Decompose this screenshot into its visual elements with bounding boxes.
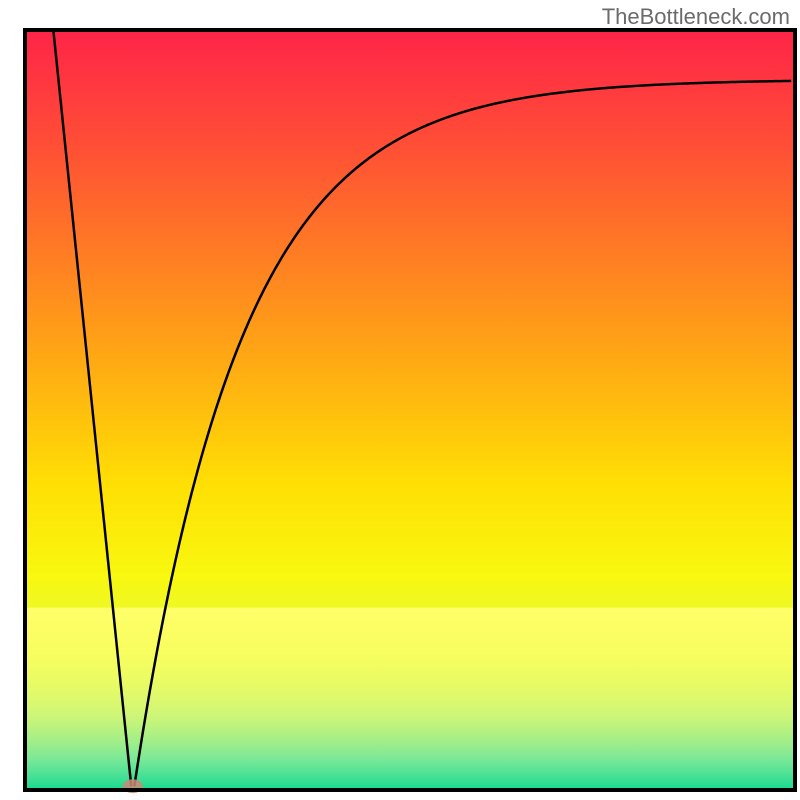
bottleneck-chart [0,0,800,800]
chart-container: TheBottleneck.com [0,0,800,800]
plot-area [25,30,795,793]
highlight-band [25,608,795,788]
